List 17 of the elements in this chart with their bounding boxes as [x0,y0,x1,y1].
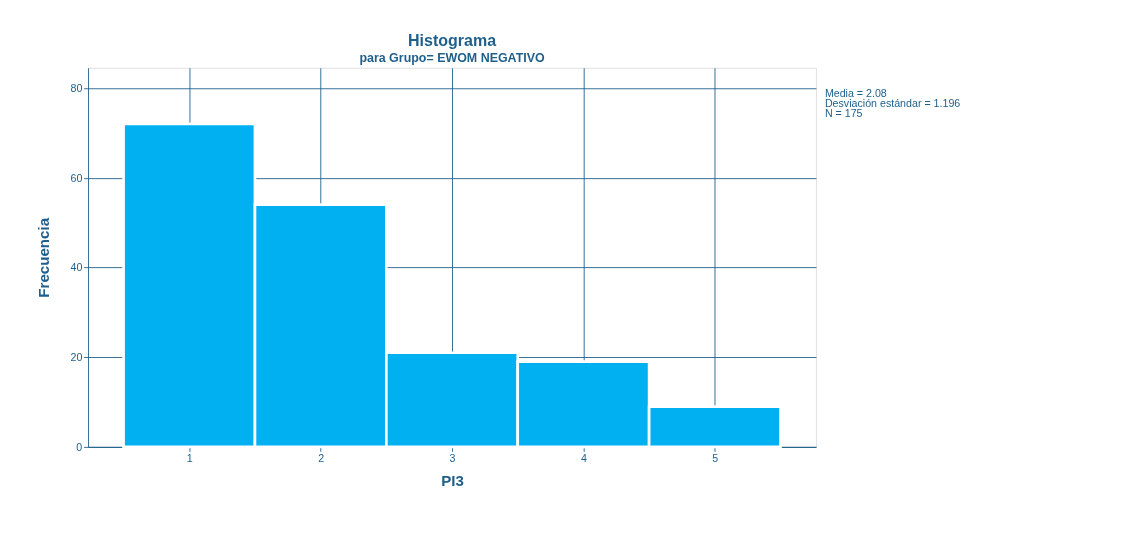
x-tick-label: 4 [580,451,587,464]
y-tick-label: 80 [70,82,83,95]
text: Media = 2.08 [824,87,887,100]
chart-title: Histograma [408,31,497,49]
x-tick-label: 2 [318,451,325,464]
x-tick-label: 1 [186,451,193,464]
y-tick-label: 0 [76,440,83,453]
y-axis-title: Frecuencia [35,217,53,298]
x-tick-label: 5 [712,451,719,464]
text: Desviación estándar = 1.196 [824,97,961,109]
y-tick-label: 20 [70,351,83,364]
x-tick-label: 3 [449,451,456,464]
chart-subtitle: para Grupo= EWOM NEGATIVO [359,50,546,65]
x-axis-title: PI3 [441,471,464,489]
y-tick-label: 40 [70,261,83,274]
y-tick-label: 60 [70,171,83,184]
text: N = 175 [824,106,863,119]
